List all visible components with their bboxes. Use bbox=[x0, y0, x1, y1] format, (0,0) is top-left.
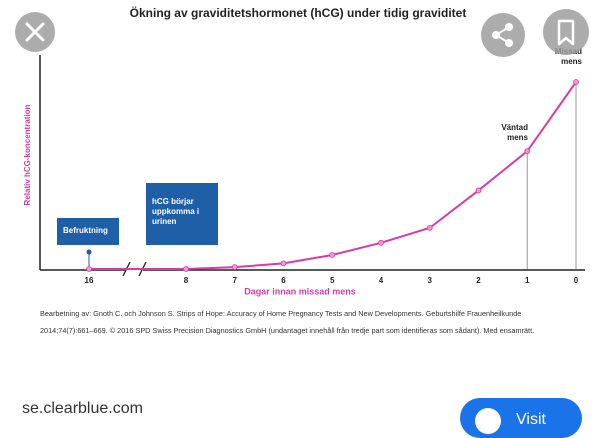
visit-button[interactable]: Visit bbox=[460, 398, 582, 438]
chart-title: Ökning av graviditetshormonet (hCG) unde… bbox=[130, 5, 467, 20]
x-tick-label: 3 bbox=[428, 276, 433, 285]
source-link[interactable]: se.clearblue.com bbox=[22, 400, 143, 417]
x-tick-label: 0 bbox=[574, 276, 579, 285]
annotation-box: Befruktning bbox=[57, 218, 119, 245]
point bbox=[573, 79, 579, 85]
annotation-box: hCG börjar uppkomma i urinen bbox=[146, 183, 218, 245]
annotation-label: Väntad mens bbox=[501, 123, 528, 142]
y-axis-label: Relativ hCG-koncentration bbox=[23, 104, 32, 205]
save-button[interactable] bbox=[542, 8, 590, 56]
point bbox=[231, 264, 238, 271]
share-button[interactable] bbox=[480, 12, 526, 58]
point bbox=[524, 148, 531, 155]
point bbox=[475, 187, 482, 194]
x-tick-label: 7 bbox=[233, 276, 238, 285]
x-tick-label: 1 bbox=[525, 276, 530, 285]
point bbox=[329, 252, 336, 258]
fertilization-dot bbox=[86, 249, 92, 255]
caption: Bearbetning av: Gnoth C. och Johnson S. … bbox=[40, 309, 535, 335]
line bbox=[89, 81, 577, 270]
point bbox=[426, 224, 433, 231]
chart: Ökning av graviditetshormonet (hCG) unde… bbox=[23, 5, 585, 296]
x-tick-label: 2 bbox=[476, 276, 481, 285]
visit-label: Visit bbox=[516, 411, 546, 428]
visit-icon bbox=[475, 408, 501, 434]
x-tick-label: 4 bbox=[379, 276, 384, 285]
x-tick-label: 8 bbox=[184, 276, 189, 285]
x-tick-label: 5 bbox=[330, 276, 335, 285]
x-tick-label: 16 bbox=[85, 276, 94, 285]
close-button[interactable] bbox=[14, 12, 56, 54]
point bbox=[86, 266, 92, 272]
point bbox=[378, 239, 384, 246]
page: {"chart_data": {"type": "line", "title":… bbox=[14, 5, 590, 438]
point bbox=[280, 260, 287, 267]
point bbox=[183, 266, 189, 272]
x-axis-label: Dagar innan missad mens bbox=[244, 286, 356, 296]
x-tick-label: 6 bbox=[281, 276, 286, 285]
